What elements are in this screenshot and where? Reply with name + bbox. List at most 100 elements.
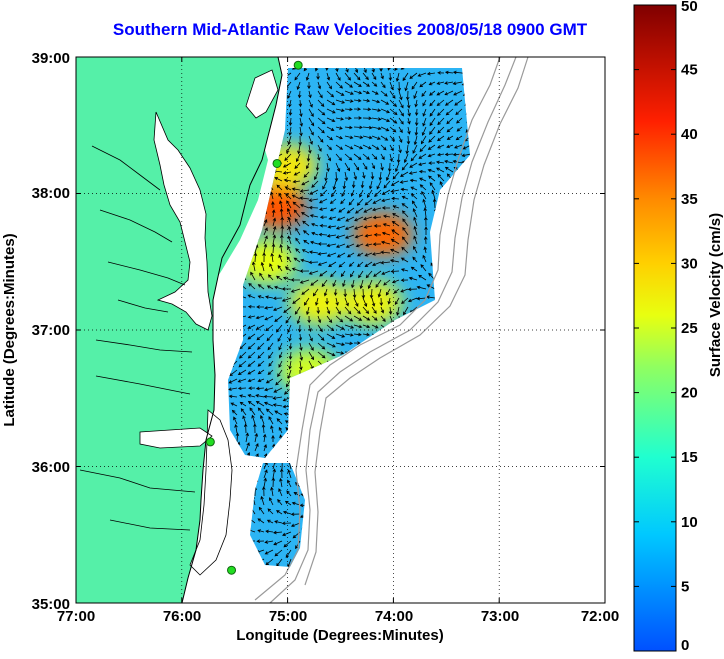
velocity-arrow — [332, 279, 337, 287]
velocity-arrow — [288, 126, 292, 136]
velocity-arrow — [455, 342, 463, 350]
velocity-arrow — [368, 180, 373, 190]
velocity-arrow — [398, 324, 403, 335]
velocity-arrow — [422, 489, 427, 497]
velocity-arrow — [414, 342, 419, 350]
velocity-arrow — [392, 439, 400, 443]
velocity-arrow — [276, 184, 283, 191]
velocity-arrow — [441, 486, 446, 497]
velocity-arrow — [354, 441, 364, 448]
velocity-arrow — [362, 359, 373, 364]
velocity-arrow — [335, 68, 339, 73]
velocity-arrow — [371, 153, 378, 160]
velocity-arrow — [265, 174, 274, 182]
velocity-arrow — [238, 549, 247, 553]
velocity-arrow — [371, 108, 382, 112]
velocity-arrow — [278, 360, 283, 368]
velocity-arrow — [452, 81, 463, 86]
velocity-arrow — [463, 558, 470, 565]
velocity-arrow — [316, 72, 320, 80]
velocity-arrow — [299, 360, 303, 371]
velocity-arrow — [295, 227, 301, 236]
velocity-arrow — [272, 403, 283, 407]
velocity-arrow — [264, 315, 274, 321]
velocity-arrow — [326, 468, 337, 472]
velocity-arrow — [372, 215, 382, 220]
velocity-arrow — [353, 68, 359, 74]
velocity-arrow — [467, 498, 470, 506]
velocity-arrow — [281, 297, 292, 302]
velocity-arrow — [263, 477, 267, 488]
velocity-arrow — [420, 369, 427, 379]
velocity-arrow — [255, 386, 265, 391]
velocity-arrow — [452, 433, 456, 443]
velocity-arrow — [271, 201, 275, 209]
velocity-arrow — [411, 81, 418, 90]
velocity-arrow — [432, 253, 436, 263]
colorbar-tick-label: 10 — [681, 514, 698, 531]
velocity-arrow — [326, 333, 336, 339]
velocity-arrow — [422, 432, 427, 443]
velocity-arrow — [420, 498, 427, 506]
velocity-arrow — [451, 423, 455, 434]
velocity-arrow — [398, 369, 403, 377]
velocity-arrow — [335, 234, 346, 239]
velocity-arrow — [228, 333, 229, 341]
velocity-arrow — [335, 324, 345, 330]
velocity-arrow — [308, 324, 312, 333]
velocity-arrow — [326, 549, 333, 557]
velocity-arrow — [433, 432, 437, 443]
velocity-arrow — [379, 297, 384, 307]
velocity-arrow — [436, 283, 445, 290]
velocity-arrow — [460, 252, 465, 263]
velocity-arrow — [289, 568, 292, 575]
velocity-arrow — [294, 72, 301, 81]
velocity-arrow — [390, 189, 400, 193]
velocity-arrow — [428, 409, 436, 416]
velocity-arrow — [455, 135, 463, 141]
delaware-bay — [245, 69, 279, 119]
velocity-arrow — [407, 521, 418, 526]
velocity-arrow — [380, 387, 385, 395]
velocity-arrow — [272, 296, 283, 301]
velocity-arrow — [446, 135, 454, 140]
velocity-arrow — [308, 260, 319, 265]
velocity-arrow — [380, 315, 386, 322]
velocity-arrow — [406, 135, 411, 145]
velocity-arrow — [287, 324, 292, 334]
velocity-arrow — [437, 407, 445, 416]
velocity-arrow — [344, 144, 354, 150]
velocity-arrow — [308, 333, 313, 342]
velocity-arrow — [440, 261, 445, 272]
velocity-arrow — [276, 275, 283, 281]
velocity-arrow — [344, 405, 348, 416]
velocity-arrow — [423, 568, 426, 574]
velocity-arrow — [292, 297, 301, 305]
velocity-arrow — [272, 225, 277, 236]
velocity-arrow — [395, 72, 400, 82]
velocity-arrow — [380, 260, 391, 265]
velocity-arrow — [291, 421, 301, 425]
coastline — [181, 57, 283, 603]
velocity-arrow — [421, 190, 427, 200]
velocity-arrow — [235, 246, 240, 254]
velocity-arrow — [381, 189, 391, 195]
velocity-arrow — [344, 234, 355, 239]
velocity-arrow — [423, 207, 428, 218]
velocity-arrow — [303, 171, 310, 178]
velocity-arrow — [410, 387, 418, 396]
velocity-arrow — [437, 117, 445, 126]
velocity-arrow — [353, 135, 364, 139]
velocity-arrow — [229, 369, 238, 377]
velocity-arrow — [380, 126, 390, 132]
velocity-arrow — [272, 530, 283, 535]
velocity-arrow — [436, 539, 445, 544]
velocity-arrow — [392, 447, 400, 452]
velocity-arrow — [445, 342, 454, 350]
velocity-arrow — [329, 432, 337, 438]
velocity-arrow — [410, 186, 418, 191]
colorbar-tick-label: 50 — [681, 0, 698, 15]
velocity-arrow — [298, 135, 302, 146]
velocity-arrow — [244, 253, 249, 263]
velocity-arrow — [335, 162, 341, 172]
